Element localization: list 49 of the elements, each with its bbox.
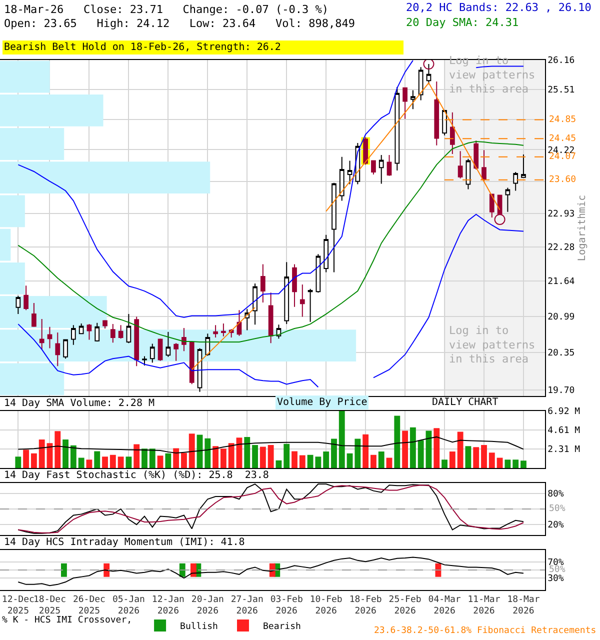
x-tick-label: 18-Feb 2026 (349, 594, 382, 617)
text: DAILY CHART (432, 397, 498, 408)
y-tick-label: 4.61 M (548, 426, 581, 436)
chart-title: 18-Mar-26 Close: 23.71 Change: -0.07 (-0.3 %) (4, 3, 329, 16)
x-tick-label: 18-Mar 2026 (507, 594, 540, 617)
y-tick-label: 30% (548, 574, 564, 584)
x-tick-label: 10-Feb 2026 (310, 594, 342, 617)
y-tick-label: 2.31 M (548, 445, 581, 456)
legend-title: % K - HCS IMI Crossover, (2, 616, 132, 626)
x-tick-label: 26-Dec 2025 (72, 594, 106, 617)
y-tick-label: 20.35 (548, 348, 575, 358)
y-tick-label: 80% (548, 490, 564, 500)
y-tick-label: 26.16 (548, 56, 575, 66)
y-tick-label: 20% (548, 520, 564, 531)
x-tick-label: 12-Jan 2026 (152, 594, 184, 617)
x-tick-label: 20-Jan 2026 (191, 594, 224, 617)
chart-subtitle: Open: 23.65 High: 24.12 Low: 23.64 Vol: 898,849 (4, 17, 355, 30)
ref-line-label: 24.85 (549, 115, 576, 125)
ref-line-label: 24.07 (549, 152, 576, 162)
x-tick-label: 18-Dec 2025 (33, 594, 66, 617)
x-tick-label: 05-Jan 2026 (112, 594, 145, 617)
chart-title: 14 Day Fast Stochastic (%K) (%D): 25.8 23.8 (4, 470, 269, 481)
ref-line-label: 24.45 (549, 134, 576, 144)
y-axis-title: Logarithmic (577, 194, 588, 262)
x-tick-label: 25-Feb 2026 (388, 594, 422, 617)
y-tick-label: 19.70 (548, 386, 575, 396)
text: 20 Day SMA: 24.31 (406, 16, 519, 29)
x-tick-label: 27-Jan 2026 (230, 594, 264, 617)
x-tick-label: 12-Dec 2025 (2, 594, 34, 617)
text: Volume By Price (277, 397, 368, 408)
y-tick-label: 6.92 M (548, 407, 581, 418)
x-tick-label: 03-Feb 2026 (270, 594, 303, 617)
legend-label: Bullish (180, 622, 218, 632)
y-tick-label: 22.93 (548, 210, 575, 220)
legend-label: Bearish (262, 622, 301, 632)
annotation: Log in to view patterns in this area (449, 324, 536, 366)
y-tick-label: 22.28 (548, 242, 575, 253)
ref-line-label: 23.60 (549, 175, 576, 185)
text: 23.6-38.2-50-61.8% Fibonacci Retracements (374, 626, 596, 636)
x-tick-label: 04-Mar 2026 (428, 594, 462, 617)
text: Bearish Belt Hold on 18-Feb-26, Strength: 26.2 (4, 42, 281, 53)
y-tick-label: 21.64 (548, 276, 575, 287)
ref-line-label: 50% (549, 504, 566, 514)
text: 20,2 HC Bands: 22.63 , 26.10 (406, 1, 592, 14)
x-tick-label: 11-Mar 2026 (468, 594, 501, 617)
chart-title: 14 Day SMA Volume: 2.28 M (4, 398, 155, 409)
y-tick-label: 20.99 (548, 312, 575, 322)
chart-title: 14 Day HCS Intraday Momentum (IMI): 41.8 (4, 537, 245, 548)
y-tick-label: 25.51 (548, 85, 575, 96)
